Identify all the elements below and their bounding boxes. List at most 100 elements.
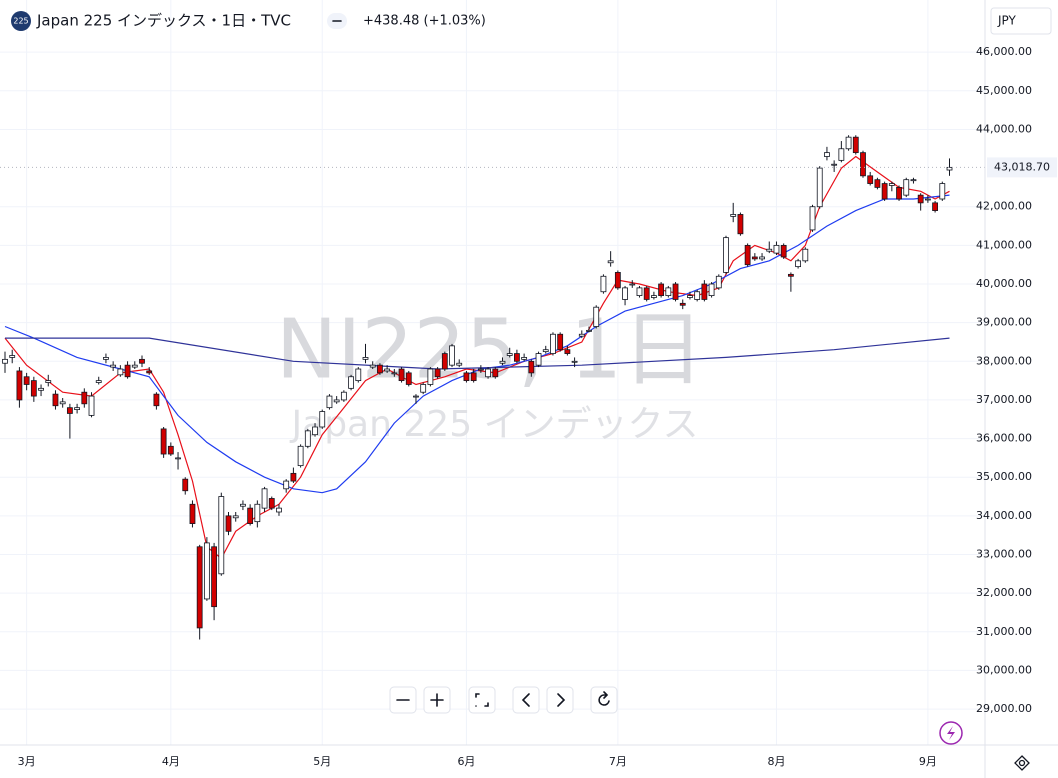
- candle-body: [312, 426, 318, 436]
- candle-body: [917, 194, 924, 204]
- candle-body: [665, 287, 672, 297]
- settings-button[interactable]: [1014, 755, 1030, 771]
- y-tick-label: 46,000.00: [976, 45, 1032, 58]
- candle-body: [780, 244, 787, 258]
- x-tick-label: 8月: [767, 755, 785, 768]
- candle-body: [182, 478, 189, 492]
- y-tick-label: 38,000.00: [976, 354, 1032, 367]
- currency-box[interactable]: [990, 7, 1052, 35]
- symbol-title[interactable]: Japan 225 インデックス・1日・TVC: [36, 12, 291, 30]
- candle-body: [16, 370, 23, 401]
- candle-body: [95, 380, 102, 383]
- candle-body: [888, 183, 895, 186]
- candle-body: [254, 503, 261, 523]
- candle-body: [326, 395, 333, 409]
- candle-body: [88, 395, 95, 416]
- reset-button[interactable]: [590, 686, 618, 714]
- candle-body: [658, 283, 665, 297]
- candle-body: [290, 472, 297, 482]
- candle-body: [420, 384, 427, 393]
- candle-body: [160, 428, 167, 455]
- candle-body: [218, 496, 225, 575]
- candle-body: [896, 187, 902, 200]
- candle-body: [232, 515, 239, 519]
- candle-body: [564, 349, 571, 354]
- candle-body: [550, 333, 556, 354]
- candle-body: [103, 357, 109, 360]
- candle-body: [514, 353, 520, 362]
- y-tick-label: 42,000.00: [976, 200, 1032, 213]
- candle-body: [614, 272, 621, 289]
- candle-body: [773, 244, 780, 254]
- candle-body: [377, 364, 383, 374]
- candle-body: [737, 214, 744, 235]
- candle-body: [434, 368, 441, 378]
- candle-body: [506, 353, 513, 356]
- candle-body: [153, 393, 160, 407]
- candle-body: [117, 368, 124, 376]
- candle-body: [38, 387, 44, 391]
- candle-body: [838, 148, 845, 161]
- candle-body: [355, 368, 362, 382]
- candle-body: [766, 248, 773, 252]
- candle-body: [9, 355, 16, 358]
- candle-body: [225, 515, 232, 532]
- x-tick-label: 6月: [457, 755, 475, 768]
- candle-body: [211, 546, 217, 608]
- icon: [1018, 759, 1026, 767]
- currency[interactable]: JPY: [997, 14, 1017, 28]
- candle-body: [362, 357, 369, 360]
- y-tick-label: 41,000.00: [976, 238, 1032, 251]
- scroll-right-button[interactable]: [546, 686, 574, 714]
- candle-body: [802, 248, 809, 262]
- candle-body: [679, 302, 686, 306]
- icon: [557, 693, 566, 707]
- candle-body: [240, 503, 246, 507]
- candle-body: [860, 152, 866, 177]
- watermark-symbol: NI225, 1日: [276, 302, 704, 397]
- x-tick-label: 7月: [609, 755, 627, 768]
- price-change: +438.48 (+1.03%): [363, 14, 486, 29]
- candle-body: [247, 507, 254, 524]
- scroll-left-button[interactable]: [512, 686, 540, 714]
- candle-body: [196, 546, 203, 629]
- x-tick-label: 9月: [919, 755, 937, 768]
- candle-body: [449, 345, 455, 366]
- candle-body: [946, 166, 953, 171]
- candle-body: [730, 214, 737, 217]
- candle-body: [384, 368, 391, 372]
- candle-body: [557, 333, 564, 351]
- candle-body: [881, 183, 888, 200]
- y-tick-label: 37,000.00: [976, 393, 1032, 406]
- candle-body: [629, 283, 636, 286]
- last-price-tag: [987, 157, 1057, 178]
- candle-body: [578, 333, 585, 337]
- y-tick-label: 31,000.00: [976, 625, 1032, 638]
- candle-body: [74, 407, 80, 410]
- candle-body: [939, 183, 946, 200]
- reset-scale-button[interactable]: [468, 686, 496, 714]
- candle-body: [845, 136, 852, 150]
- watermark-name: Japan 225 インデックス: [290, 404, 699, 445]
- candle-body: [485, 368, 491, 378]
- candle-body: [319, 411, 326, 428]
- y-tick-label: 39,000.00: [976, 316, 1032, 329]
- plot: [0, 135, 985, 640]
- candle-body: [723, 237, 729, 273]
- icon: [475, 693, 489, 707]
- candle-body: [146, 370, 153, 374]
- candle-body: [643, 287, 650, 300]
- candle-body: [687, 295, 693, 298]
- candle-body: [874, 179, 881, 188]
- candle-body: [759, 256, 765, 260]
- candle-body: [427, 368, 434, 385]
- candle-body: [521, 357, 528, 360]
- x-tick-label: 5月: [313, 755, 331, 768]
- candle-body: [124, 364, 131, 378]
- y-tick-label: 35,000.00: [976, 470, 1032, 483]
- candle-body: [809, 206, 816, 231]
- candle-body: [535, 353, 542, 366]
- candle-body: [910, 179, 917, 182]
- candle-body: [131, 364, 138, 368]
